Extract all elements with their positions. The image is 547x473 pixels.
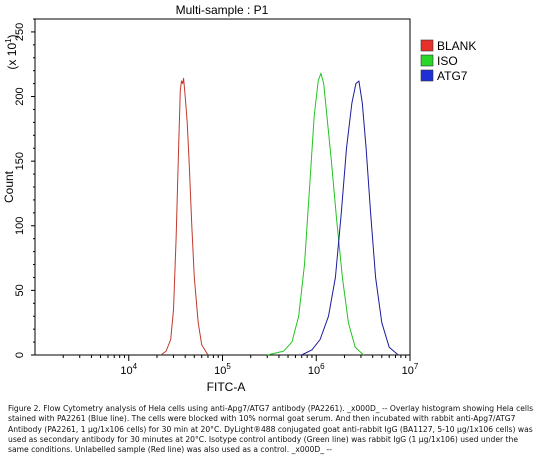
svg-text:(x 101): (x 101) [4,34,19,69]
legend-label-blank: BLANK [437,39,476,53]
y-tick-label: 250 [14,23,26,41]
y-tick-label: 50 [14,284,26,296]
y-multiplier-close: ) [5,34,19,38]
flow-cytometry-chart: Multi-sample : P1 (x 101) Count FITC-A 0… [2,3,476,394]
y-multiplier: (x 101) [4,34,19,69]
y-axis-title: Count [2,170,16,203]
x-tick-label: 107 [402,362,419,377]
y-tick-label: 100 [14,217,26,235]
y-tick-label: 0 [14,352,26,358]
y-axis: 0 50 100 150 200 250 [14,18,35,358]
figure-caption: Figure 2. Flow Cytometry analysis of Hel… [8,404,534,455]
legend-swatch-atg7 [420,69,434,82]
y-multiplier-base: (x 10 [5,43,19,70]
x-tick-label: 106 [308,362,325,377]
x-axis-title: FITC-A [207,380,246,394]
series-line-atg7 [301,80,399,356]
series-line-blank [160,77,209,356]
legend-swatch-blank [420,39,434,52]
legend-swatch-iso [420,54,434,67]
x-tick-label: 105 [214,362,231,377]
series-line-iso [267,72,364,356]
y-tick-label: 200 [14,87,26,105]
plot-area [34,18,411,356]
y-tick-label: 150 [14,152,26,170]
x-axis: 104 105 106 107 [62,355,419,377]
legend-label-iso: ISO [437,54,458,68]
legend-label-atg7: ATG7 [437,69,468,83]
x-tick-label: 104 [120,362,137,377]
series-lines [160,72,399,356]
y-multiplier-exp: 1 [4,38,13,43]
chart-title: Multi-sample : P1 [176,3,269,17]
